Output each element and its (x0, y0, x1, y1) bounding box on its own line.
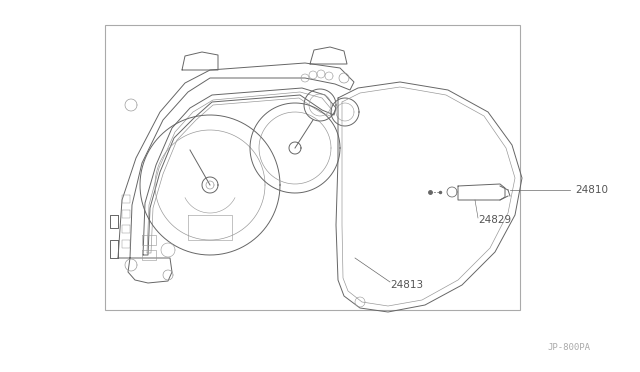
Text: 24829: 24829 (478, 215, 511, 225)
Bar (105, 25, 520, 310)
Text: 24810: 24810 (575, 185, 608, 195)
Text: 24813: 24813 (390, 280, 423, 290)
Text: JP-800PA: JP-800PA (547, 343, 590, 352)
